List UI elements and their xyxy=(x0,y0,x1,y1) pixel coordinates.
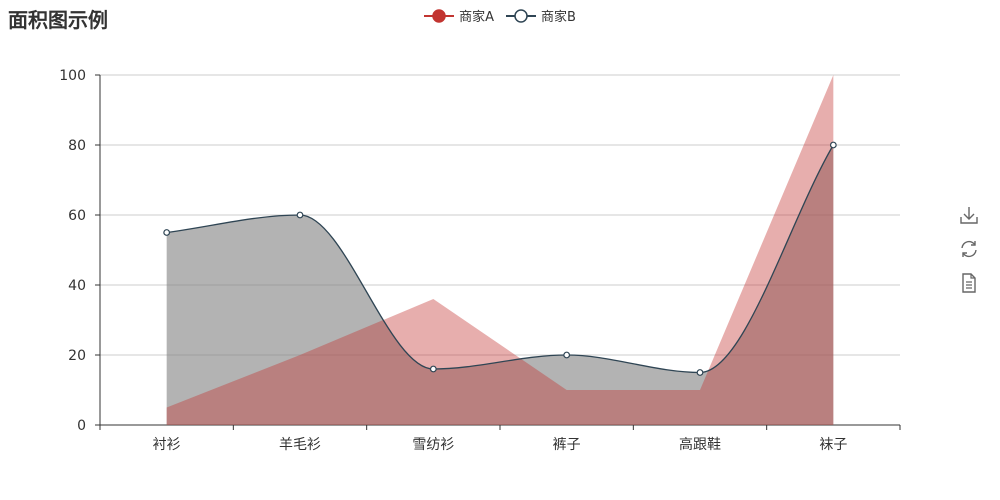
data-view-icon xyxy=(962,273,976,293)
y-tick-label: 40 xyxy=(68,278,86,294)
data-point-series-b xyxy=(163,229,171,236)
x-tick-label: 高跟鞋 xyxy=(679,436,721,453)
legend-label-series-a: 商家A xyxy=(459,10,494,25)
legend-item-series-a[interactable]: 商家A xyxy=(424,6,494,25)
data-point-series-b xyxy=(429,365,437,373)
area-series-a xyxy=(166,75,834,425)
chart-title: 面积图示例 xyxy=(8,8,108,32)
x-tick-label: 裤子 xyxy=(553,437,581,453)
area-series-b xyxy=(166,145,834,425)
y-tick-label: 60 xyxy=(68,208,86,224)
refresh-button[interactable] xyxy=(958,238,980,260)
x-tick-label: 雪纺衫 xyxy=(412,437,454,453)
refresh-icon xyxy=(961,240,977,258)
y-tick-label: 100 xyxy=(59,68,86,84)
toolbox xyxy=(958,204,980,294)
legend: 商家A 商家B xyxy=(0,6,1000,25)
y-tick-label: 80 xyxy=(68,138,86,154)
legend-symbol-series-b xyxy=(505,8,536,23)
x-tick-label: 衬衫 xyxy=(153,437,181,453)
download-icon xyxy=(960,207,978,224)
download-button[interactable] xyxy=(958,204,980,226)
y-tick-label: 0 xyxy=(77,418,86,434)
y-tick-label: 20 xyxy=(68,348,86,364)
legend-item-series-b[interactable]: 商家B xyxy=(505,6,576,25)
x-tick-label: 羊毛衫 xyxy=(279,437,321,453)
legend-symbol-series-a xyxy=(424,8,455,23)
data-view-button[interactable] xyxy=(958,272,980,294)
data-point-series-b xyxy=(563,351,571,359)
data-point-series-b xyxy=(296,211,304,219)
data-point-series-b xyxy=(829,141,837,149)
x-tick-label: 袜子 xyxy=(819,437,847,453)
legend-label-series-b: 商家B xyxy=(540,10,576,25)
data-point-series-b xyxy=(696,369,704,376)
